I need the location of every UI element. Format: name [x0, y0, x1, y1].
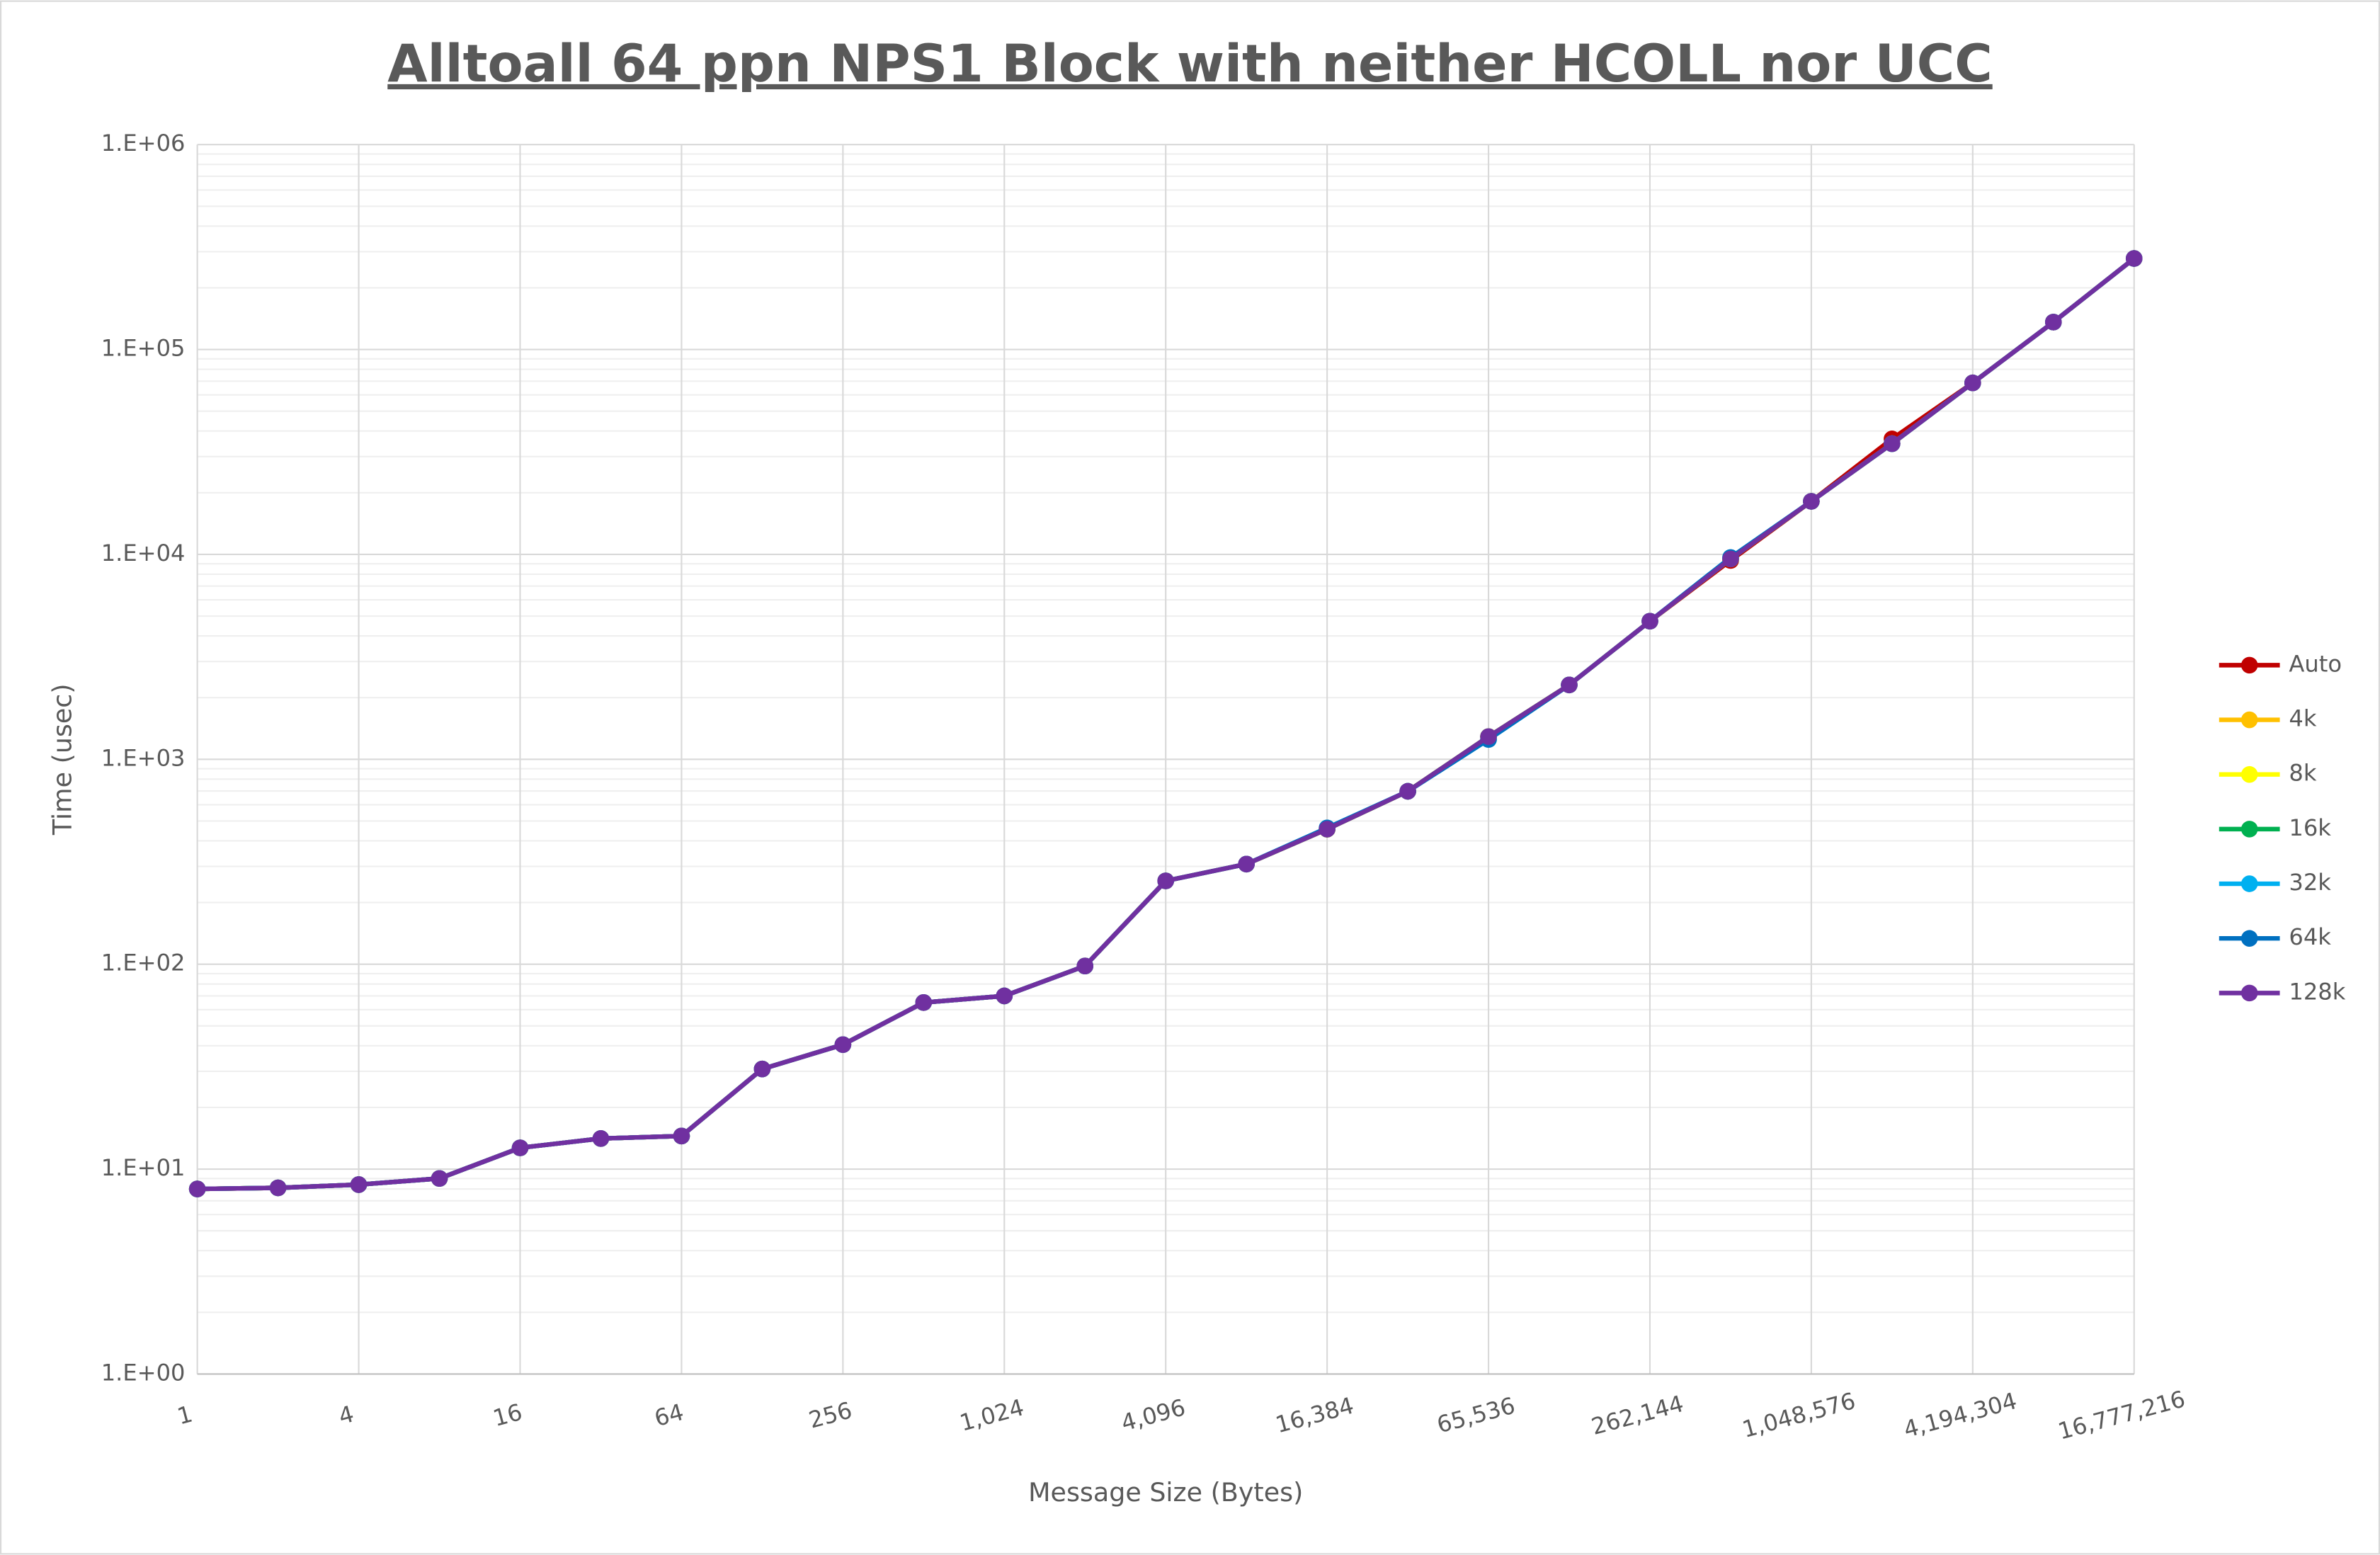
data-point	[188, 1180, 206, 1197]
data-point	[915, 993, 933, 1011]
data-point	[431, 1170, 448, 1187]
legend-marker	[2240, 821, 2258, 838]
chart-title: Alltoall 64 ppn NPS1 Block with neither …	[387, 34, 1992, 94]
y-tick-label: 1.E+01	[101, 1154, 186, 1181]
data-point	[1964, 374, 1981, 392]
data-point	[1238, 855, 1255, 873]
data-point	[350, 1176, 368, 1193]
y-tick-label: 1.E+03	[101, 744, 186, 771]
data-point	[1803, 493, 1820, 510]
legend-marker	[2240, 656, 2258, 674]
x-axis-label: Message Size (Bytes)	[1028, 1477, 1303, 1508]
data-point	[753, 1060, 771, 1078]
data-point	[2045, 314, 2062, 331]
data-point	[1884, 435, 1901, 452]
legend-label: Auto	[2289, 650, 2342, 677]
data-point	[1480, 728, 1497, 746]
legend-label: 8k	[2289, 760, 2316, 787]
legend-label: 64k	[2289, 923, 2331, 950]
y-tick-label: 1.E+02	[101, 950, 186, 976]
legend-marker	[2240, 711, 2258, 729]
y-tick-label: 1.E+06	[101, 130, 186, 156]
y-tick-label: 1.E+00	[101, 1359, 186, 1386]
data-point	[592, 1130, 610, 1147]
y-tick-label: 1.E+05	[101, 335, 186, 362]
data-point	[1076, 957, 1094, 974]
data-point	[1157, 872, 1174, 889]
y-tick-label: 1.E+04	[101, 540, 186, 566]
data-point	[834, 1036, 852, 1054]
legend-marker	[2240, 765, 2258, 783]
data-point	[1641, 613, 1658, 630]
data-point	[1399, 782, 1416, 800]
y-axis-label: Time (usec)	[47, 683, 78, 836]
data-point	[996, 987, 1013, 1005]
data-point	[673, 1127, 690, 1145]
legend-label: 128k	[2289, 978, 2345, 1005]
data-point	[2125, 250, 2143, 267]
legend-marker	[2240, 930, 2258, 947]
data-point	[1319, 821, 1336, 838]
data-point	[511, 1139, 529, 1156]
data-point	[1561, 676, 1578, 694]
data-point	[269, 1179, 287, 1197]
legend-label: 16k	[2289, 814, 2331, 841]
data-point	[1722, 550, 1739, 568]
legend-label: 32k	[2289, 869, 2331, 896]
legend-marker	[2240, 875, 2258, 892]
legend-label: 4k	[2289, 705, 2316, 732]
legend-marker	[2240, 984, 2258, 1002]
